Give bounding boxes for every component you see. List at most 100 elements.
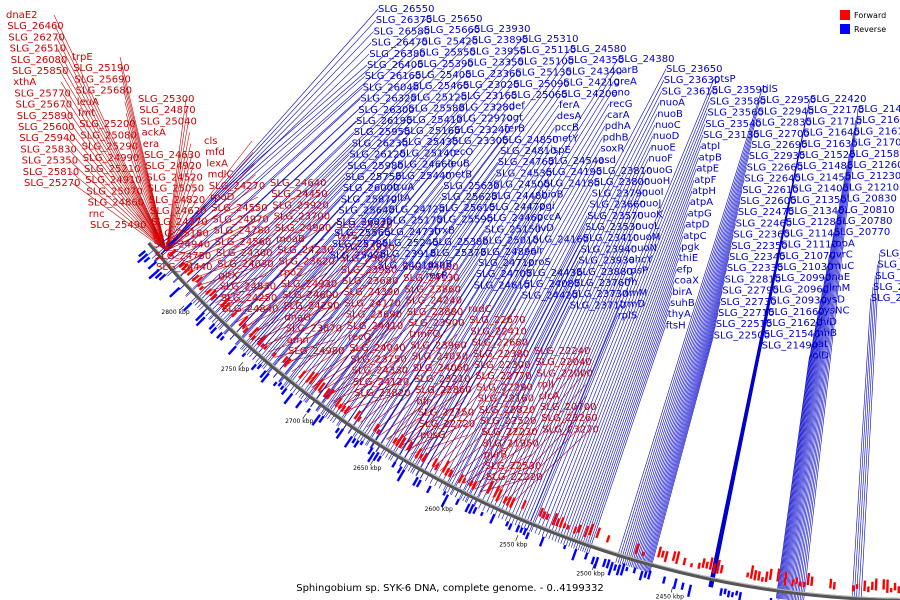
leader-line (517, 270, 627, 527)
forward-gene-label: SLG_25350 (22, 156, 78, 167)
forward-gene-label: SLG_23620 (278, 256, 334, 267)
leader-line (433, 387, 525, 468)
forward-gene-label: dnaG (284, 312, 311, 323)
reverse-gene-label: SLG_25630 (443, 181, 499, 192)
forward-gene-mark (555, 517, 561, 527)
reverse-gene-label: SLG_23800 (594, 177, 650, 188)
reverse-gene-label: recO (450, 147, 474, 158)
reverse-gene-label: desA (557, 111, 582, 122)
reverse-gene-label: SLG_24720 (389, 204, 445, 215)
reverse-gene-label: SLG_22940 (758, 106, 814, 117)
reverse-gene-mark (334, 427, 341, 434)
reverse-gene-label: nuoF (648, 154, 673, 165)
forward-gene-label: SLG_23820 (354, 388, 410, 399)
forward-gene-mark (689, 562, 694, 568)
reverse-gene-label: asd (598, 155, 616, 166)
forward-gene-label: SLG_24450 (271, 189, 327, 200)
forward-gene-label: SLG_24910 (85, 175, 141, 186)
forward-gene-label: SLG_24860 (88, 198, 144, 209)
reverse-gene-mark (524, 531, 530, 540)
leader-line (126, 124, 167, 251)
leader-line (554, 168, 697, 542)
forward-gene-label: SLG_24520 (146, 172, 202, 183)
reverse-gene-label: SLG_26040 (363, 82, 419, 93)
reverse-gene-label: SLG_26120 (349, 150, 405, 161)
leader-line (130, 157, 167, 251)
leader-line (311, 266, 451, 388)
forward-gene-mark (583, 525, 590, 538)
reverse-gene-label: SLG_23890 (472, 35, 528, 46)
ruler-tick-label: 2800 kbp (161, 309, 189, 316)
forward-gene-label: SLG_25890 (17, 111, 73, 122)
reverse-gene-label: metY (552, 134, 579, 145)
reverse-gene-label: nuoE (651, 142, 676, 153)
reverse-gene-mark (738, 591, 742, 600)
forward-gene-mark (196, 282, 203, 288)
reverse-gene-mark (593, 556, 600, 569)
leader-line (776, 344, 813, 599)
reverse-gene-label: SLG_24350 (568, 55, 624, 66)
forward-gene-label: rnc (89, 209, 105, 220)
reverse-gene-label: SLG_21660 (768, 307, 824, 318)
reverse-gene-label: SLG_22470 (738, 207, 794, 218)
reverse-gene-mark (306, 407, 312, 414)
reverse-gene-mark (367, 451, 376, 463)
forward-gene-mark (719, 564, 724, 574)
ruler-tick-label: 2600 kbp (425, 506, 453, 513)
reverse-gene-label: SLG_21450 (795, 172, 851, 183)
leader-line (632, 189, 743, 568)
leader-line (520, 281, 625, 528)
leader-line (462, 271, 577, 501)
forward-gene-mark (421, 452, 429, 463)
reverse-gene-label: nuoJ (640, 198, 662, 209)
reverse-gene-label: nuoN (631, 243, 657, 254)
reverse-gene-label: nuoI (642, 187, 664, 198)
forward-gene-label: nusG (420, 430, 446, 441)
reverse-gene-label: SLG_22790 (722, 286, 778, 297)
reverse-gene-mark (147, 260, 158, 270)
leader-line (780, 299, 821, 600)
reverse-gene-label: SLG_20780 (836, 216, 892, 227)
reverse-gene-label: SLG_24710 (478, 258, 534, 269)
leader-line (223, 73, 466, 334)
leader-line (59, 70, 167, 251)
leader-line (64, 115, 167, 251)
forward-gene-mark (545, 513, 550, 521)
reverse-gene-label: SLG_23590 (712, 85, 768, 96)
reverse-gene-mark (208, 323, 216, 330)
reverse-gene-mark (730, 591, 735, 598)
reverse-gene-mark (195, 316, 206, 327)
leader-line (318, 277, 452, 394)
forward-gene-mark (461, 477, 467, 484)
leader-line (70, 171, 167, 252)
legend-forward-swatch (840, 10, 850, 20)
reverse-gene-mark (571, 548, 578, 561)
leader-line (158, 29, 424, 267)
forward-gene-label: SLG_22520 (480, 416, 536, 427)
forward-gene-label: SLG_25190 (73, 63, 129, 74)
leader-line (154, 8, 379, 262)
forward-gene-label: SLG_24370 (151, 217, 207, 228)
forward-gene-label: trpE (72, 52, 93, 63)
reverse-gene-mark (396, 466, 403, 474)
reverse-gene-label: SLG_22460 (736, 218, 792, 229)
reverse-gene-mark (318, 415, 325, 424)
leader-line (568, 224, 686, 547)
forward-gene-mark (551, 512, 559, 526)
genome-caption: Sphingobium sp. SYK-6 DNA, complete geno… (296, 583, 604, 594)
legend-reverse-label: Reverse (854, 25, 886, 34)
forward-gene-label: SLG_25040 (140, 116, 196, 127)
forward-gene-label: SLG_25690 (74, 74, 130, 85)
reverse-gene-label: atpH (692, 186, 716, 197)
leader-line (511, 248, 632, 524)
reverse-gene-label: SLG_25950 (354, 127, 410, 138)
reverse-gene-label: SLG_22730 (720, 297, 776, 308)
leader-line (790, 198, 841, 600)
reverse-gene-label: SLG_23020 (463, 80, 519, 91)
reverse-gene-label: SLG_23530 (585, 222, 641, 233)
reverse-gene-label: SLG_25580 (408, 104, 464, 115)
forward-gene-mark (305, 371, 316, 383)
leader-line (497, 203, 640, 518)
reverse-gene-label: SLG_23930 (578, 256, 634, 267)
leader-line (311, 336, 397, 388)
